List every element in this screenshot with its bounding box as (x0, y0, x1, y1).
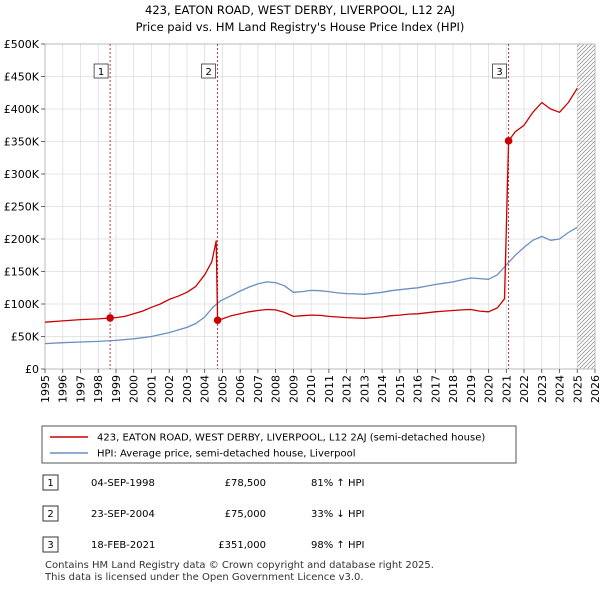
row-number: 1 (47, 478, 53, 489)
row-number-box (42, 536, 59, 553)
x-tick-label: 1997 (74, 375, 87, 403)
legend-box (41, 425, 517, 464)
row-price: £78,500 (225, 478, 266, 489)
series-line-hpi (44, 226, 578, 345)
x-tick-label: 2010 (305, 375, 318, 403)
chart-subtitle: Price paid vs. HM Land Registry's House … (136, 20, 465, 34)
y-tick-label: £300K (4, 168, 40, 181)
x-tick-label: 2004 (199, 375, 212, 403)
row-number: 3 (47, 540, 53, 551)
row-hpi: 81% ↑ HPI (311, 478, 364, 489)
y-tick-label: £150K (4, 266, 40, 279)
row-number-box (42, 505, 59, 522)
x-tick-label: 2019 (465, 375, 478, 403)
x-tick-label: 2003 (181, 375, 194, 403)
x-axis-ticks: 1995 1996 1997 1998 1999 2000 2001 2002 2003 2004… (39, 369, 600, 403)
x-tick-label: 2008 (270, 375, 283, 403)
row-date: 18-FEB-2021 (91, 540, 155, 551)
legend-label-property: 423, EATON ROAD, WEST DERBY, LIVERPOOL, … (97, 433, 485, 444)
y-tick-label: £250K (4, 201, 40, 214)
row-price: £75,000 (225, 509, 266, 520)
x-tick-label: 2009 (287, 375, 300, 403)
x-tick-label: 2024 (554, 375, 567, 403)
sale-label-box (492, 63, 507, 79)
legend-label-hpi: HPI: Average price, semi-detached house,… (97, 449, 356, 460)
sale-label: 3 (496, 67, 502, 78)
footer-licence: This data is licensed under the Open Gov… (44, 572, 364, 583)
y-tick-label: £400K (4, 103, 40, 116)
y-axis-ticks: £0 £50K £100K £150K £200K £250K £300K £350K £400… (4, 38, 45, 376)
sale-label-box (201, 63, 217, 79)
sale-point (213, 316, 222, 325)
y-tick-label: £200K (4, 233, 40, 246)
row-number-box (42, 474, 59, 491)
x-tick-label: 1998 (92, 375, 105, 403)
transaction-row-2: 2 23-SEP-2004 £75,000 33% ↓ HPI (42, 505, 364, 522)
sale-label: 2 (205, 67, 211, 78)
sale-label-box (93, 63, 109, 79)
sale-point (504, 137, 513, 145)
x-tick-label: 2011 (323, 375, 336, 403)
x-tick-label: 2022 (518, 375, 531, 403)
chart-title: 423, EATON ROAD, WEST DERBY, LIVERPOOL, … (145, 3, 455, 17)
row-date: 23-SEP-2004 (91, 509, 155, 520)
row-price: £351,000 (218, 540, 266, 551)
x-tick-label: 2014 (376, 375, 389, 403)
x-tick-label: 2015 (394, 375, 407, 403)
future-hatch-area (577, 44, 595, 369)
x-tick-label: 2002 (163, 375, 176, 403)
row-date: 04-SEP-1998 (91, 478, 155, 489)
series-line-property (44, 87, 578, 323)
x-tick-label: 2012 (341, 375, 354, 403)
y-tick-label: £50K (11, 331, 40, 344)
x-tick-label: 2000 (128, 375, 141, 403)
x-tick-label: 2017 (429, 375, 442, 403)
sale-points (106, 137, 513, 325)
sale-label: 1 (98, 67, 104, 78)
row-number: 2 (47, 509, 53, 520)
x-tick-label: 2016 (412, 375, 425, 403)
x-tick-label: 2018 (447, 375, 460, 403)
row-hpi: 98% ↑ HPI (311, 540, 364, 551)
series-lines (44, 87, 578, 345)
y-tick-label: £450K (4, 71, 40, 84)
legend: 423, EATON ROAD, WEST DERBY, LIVERPOOL, … (41, 425, 517, 464)
x-tick-label: 2021 (500, 375, 513, 403)
row-hpi: 33% ↓ HPI (311, 509, 364, 520)
x-tick-label: 2001 (145, 375, 158, 403)
grid (44, 43, 596, 370)
x-tick-label: 2005 (216, 375, 229, 403)
y-tick-label: £0 (25, 363, 39, 376)
x-tick-label: 2023 (536, 375, 549, 403)
x-tick-label: 2006 (234, 375, 247, 403)
x-tick-label: 1996 (57, 375, 70, 403)
footer-copyright: Contains HM Land Registry data © Crown c… (45, 560, 434, 571)
x-tick-label: 2007 (252, 375, 265, 403)
x-tick-label: 2026 (589, 375, 600, 403)
y-tick-label: £350K (4, 136, 40, 149)
x-tick-label: 1995 (39, 375, 52, 403)
x-tick-label: 2013 (358, 375, 371, 403)
sale-labels: 1 2 3 (93, 63, 507, 79)
y-tick-label: £500K (4, 38, 40, 51)
x-tick-label: 2020 (483, 375, 496, 403)
transaction-row-1: 1 04-SEP-1998 £78,500 81% ↑ HPI (42, 474, 364, 491)
x-tick-label: 2025 (571, 375, 584, 403)
y-tick-label: £100K (4, 298, 40, 311)
transaction-row-3: 3 18-FEB-2021 £351,000 98% ↑ HPI (42, 536, 364, 553)
x-tick-label: 1999 (110, 375, 123, 403)
sale-point (106, 314, 114, 322)
transactions-table: 1 04-SEP-1998 £78,500 81% ↑ HPI 2 23-SEP… (42, 474, 364, 553)
